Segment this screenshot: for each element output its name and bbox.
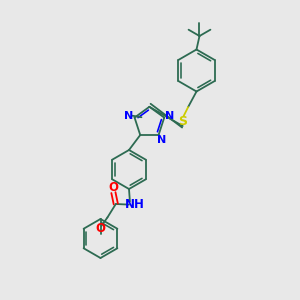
Text: O: O: [95, 222, 105, 236]
Text: N: N: [124, 111, 134, 121]
Text: S: S: [178, 115, 187, 128]
Text: O: O: [108, 181, 118, 194]
Text: N: N: [158, 135, 167, 145]
Text: N: N: [165, 111, 175, 121]
Text: NH: NH: [125, 198, 145, 211]
